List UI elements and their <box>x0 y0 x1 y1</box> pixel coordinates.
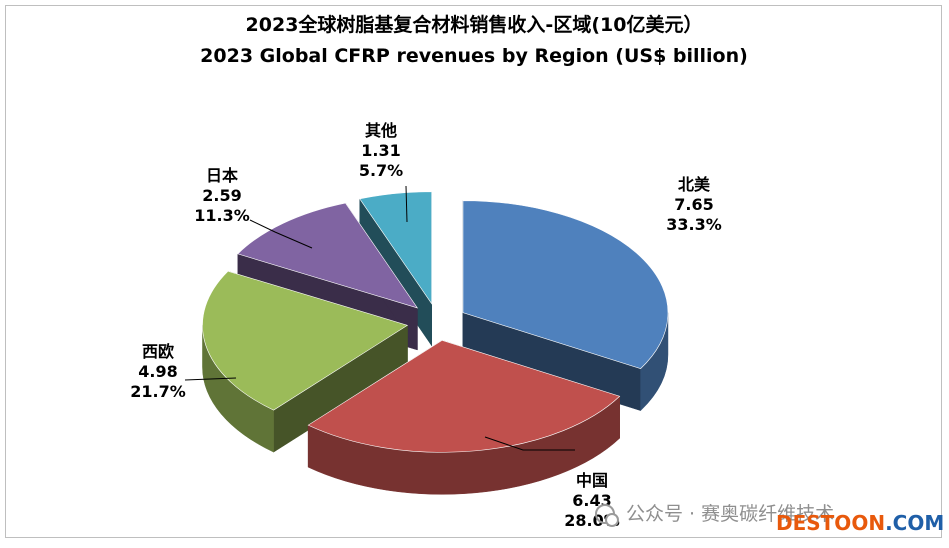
data-label-region: 其他 <box>365 121 397 140</box>
data-label-value: 7.65 <box>674 195 713 214</box>
pie-slice <box>307 339 621 495</box>
data-label-percent: 33.3% <box>666 215 722 234</box>
leader-line <box>405 185 408 223</box>
data-label-value: 4.98 <box>138 362 177 381</box>
watermark-logo-suffix: .COM <box>885 511 944 535</box>
data-label-percent: 28.0% <box>564 511 620 530</box>
leader-lines <box>184 185 575 451</box>
leader-line <box>249 219 313 249</box>
watermark-logo: DESTOON.COM <box>776 511 944 535</box>
data-label: 日本 2.59 11.3% <box>194 166 250 225</box>
data-label: 其他 1.31 5.7% <box>359 121 403 180</box>
data-label: 西欧 4.98 21.7% <box>130 342 186 401</box>
data-label-region: 中国 <box>576 471 608 490</box>
chart-title-en: 2023 Global CFRP revenues by Region (US$… <box>200 45 748 67</box>
pie-slice-top <box>307 340 621 453</box>
pie-slice <box>462 200 669 412</box>
data-label-region: 日本 <box>206 166 238 185</box>
pie-slice <box>202 270 409 453</box>
leader-line <box>184 377 237 381</box>
pie-slice-top <box>359 191 432 305</box>
watermark: 公众号 · 赛奥碳纤维技术 DESTOON.COM <box>595 503 944 535</box>
data-label-percent: 11.3% <box>194 206 250 225</box>
data-label-percent: 21.7% <box>130 382 186 401</box>
watermark-logo-main: DESTOON <box>776 511 885 535</box>
pie-slice-top <box>462 200 669 369</box>
pie-slice-top <box>202 270 409 411</box>
data-label-region: 北美 <box>678 175 711 194</box>
data-label-value: 1.31 <box>361 141 400 160</box>
pie-slices <box>202 191 669 495</box>
pie-slice-top <box>237 202 419 309</box>
wechat-icon <box>595 504 619 527</box>
chart-title-zh: 2023全球树脂基复合材料销售收入-区域(10亿美元） <box>246 13 703 36</box>
data-label-value: 6.43 <box>572 491 611 510</box>
data-label-region: 西欧 <box>142 342 174 361</box>
data-label-value: 2.59 <box>202 186 241 205</box>
data-label: 北美 7.65 33.3% <box>666 175 722 234</box>
leader-line <box>484 436 575 451</box>
watermark-text: 公众号 · 赛奥碳纤维技术 <box>626 503 834 525</box>
data-label-percent: 5.7% <box>359 161 403 180</box>
